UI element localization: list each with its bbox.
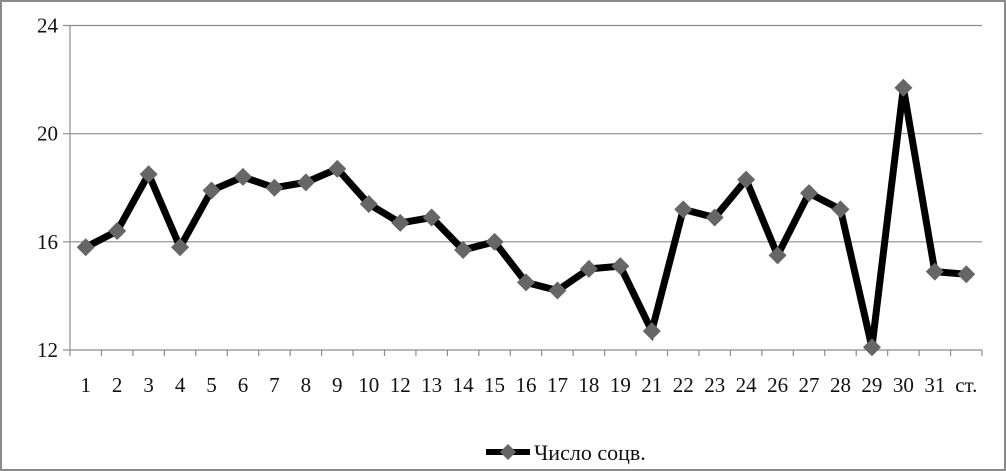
x-tick-label: 7 [269, 373, 280, 397]
data-point-marker [265, 178, 284, 197]
data-point-marker [642, 322, 661, 341]
data-point-marker [359, 194, 378, 213]
data-point-marker [957, 265, 976, 284]
x-tick-labels: 1 2 3 4 5 6 7 8 9 10 12 13 14 15 16 17 18 19 21 22 23 24 26 27 2… [80, 373, 977, 397]
x-tick-label: 10 [358, 373, 379, 397]
x-tick-label: 5 [206, 373, 217, 397]
x-tick-label: 28 [830, 373, 851, 397]
series-line [84, 87, 967, 349]
data-point-marker [548, 281, 567, 300]
y-tick-label: 24 [37, 14, 59, 38]
data-point-marker [894, 78, 913, 97]
x-tick-label: 1 [80, 373, 91, 397]
axes [63, 25, 983, 356]
x-tick-label: 12 [390, 373, 411, 397]
x-tick-label: 14 [453, 373, 475, 397]
y-tick-label: 12 [37, 338, 58, 362]
x-tick-label: 19 [610, 373, 631, 397]
data-point-marker [674, 200, 693, 219]
data-point-marker [768, 246, 787, 265]
legend-label: Число соцв. [534, 440, 646, 465]
data-point-marker [737, 170, 756, 189]
x-tick-label: 23 [704, 373, 725, 397]
legend-diamond-icon [500, 444, 516, 460]
data-point-marker [202, 181, 221, 200]
data-point-marker [391, 213, 410, 232]
x-tick-label: 26 [767, 373, 788, 397]
x-tick-label: 29 [861, 373, 882, 397]
x-tick-label: 13 [421, 373, 442, 397]
x-tick-label: 16 [516, 373, 537, 397]
data-point-marker [296, 173, 315, 192]
x-tick-label: 9 [332, 373, 343, 397]
data-point-marker [517, 273, 535, 292]
legend: Число соцв. [486, 440, 646, 465]
data-point-marker [800, 184, 819, 203]
data-point-marker [233, 167, 252, 186]
data-point-marker [108, 222, 127, 241]
x-tick-label: 2 [112, 373, 123, 397]
data-point-marker [171, 238, 190, 257]
data-point-marker [454, 240, 473, 259]
data-point-marker [422, 208, 441, 227]
y-tick-label: 16 [37, 230, 58, 254]
x-tick-label: 24 [736, 373, 758, 397]
x-tick-label: 21 [641, 373, 662, 397]
x-tick-label: 31 [924, 373, 945, 397]
x-tick-label: 3 [143, 373, 154, 397]
x-tick-label: 8 [301, 373, 312, 397]
x-tick-label: 22 [673, 373, 694, 397]
data-point-marker [76, 238, 95, 257]
x-tick-label: 17 [547, 373, 568, 397]
series-markers [76, 78, 976, 357]
x-tick-label: 6 [238, 373, 249, 397]
data-point-marker [925, 262, 944, 281]
data-point-marker [705, 208, 724, 227]
data-point-marker [485, 232, 504, 251]
x-tick-label: ст. [955, 373, 977, 397]
x-tick-label: 27 [799, 373, 820, 397]
x-tick-label: 30 [893, 373, 914, 397]
data-point-marker [139, 165, 158, 184]
x-tick-label: 15 [484, 373, 505, 397]
x-tick-label: 4 [175, 373, 186, 397]
data-point-marker [831, 200, 850, 219]
data-point-marker [862, 338, 881, 357]
y-tick-labels: 12 16 20 24 [37, 14, 59, 363]
y-tick-label: 20 [37, 122, 58, 146]
gridlines [63, 24, 982, 243]
data-point-marker [328, 159, 347, 178]
data-point-marker [579, 259, 598, 278]
data-point-marker [611, 257, 630, 276]
x-tick-label: 18 [578, 373, 599, 397]
